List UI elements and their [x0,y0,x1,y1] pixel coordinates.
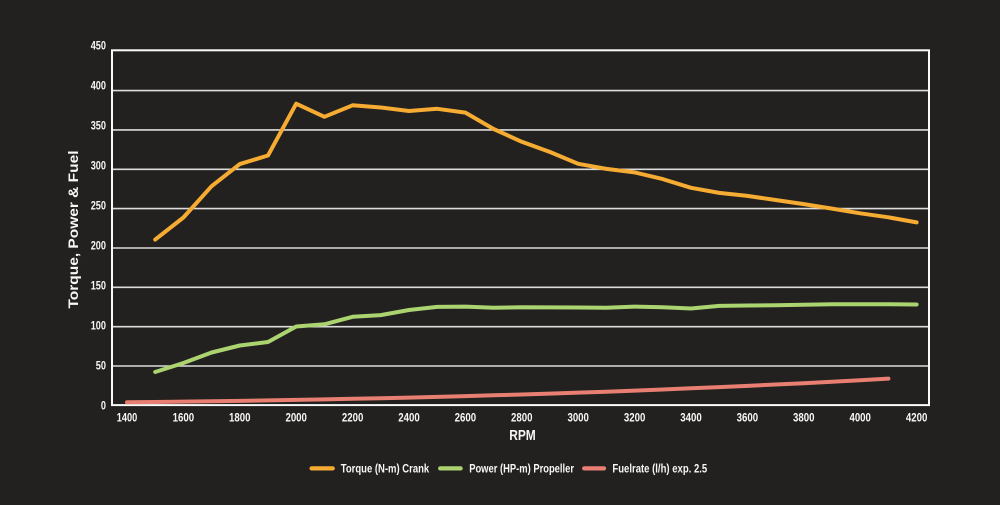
svg-text:50: 50 [96,358,106,372]
svg-text:400: 400 [91,78,107,92]
svg-text:2800: 2800 [511,411,533,425]
svg-text:4200: 4200 [906,411,928,425]
svg-text:Torque (N-m) Crank: Torque (N-m) Crank [341,462,430,476]
svg-text:1600: 1600 [173,411,195,425]
svg-text:2400: 2400 [398,411,420,425]
svg-text:3800: 3800 [793,411,815,425]
svg-text:3600: 3600 [737,411,759,425]
svg-text:0: 0 [101,398,106,412]
svg-text:Power (HP-m) Propeller: Power (HP-m) Propeller [469,462,574,476]
svg-text:1400: 1400 [117,411,138,425]
svg-text:2200: 2200 [342,411,364,425]
svg-text:350: 350 [91,118,107,132]
svg-text:200: 200 [91,238,107,252]
svg-text:3000: 3000 [567,411,589,425]
svg-text:Fuelrate (l/h) exp. 2.5: Fuelrate (l/h) exp. 2.5 [612,462,707,476]
svg-text:Torque, Power & Fuel: Torque, Power & Fuel [66,151,81,309]
svg-text:250: 250 [91,198,107,212]
svg-text:100: 100 [91,318,107,332]
svg-text:3200: 3200 [624,411,646,425]
svg-text:300: 300 [91,158,107,172]
svg-text:450: 450 [91,38,107,52]
svg-text:1800: 1800 [229,411,251,425]
svg-text:2600: 2600 [455,411,477,425]
svg-text:2000: 2000 [285,411,307,425]
svg-text:RPM: RPM [509,428,536,444]
svg-text:150: 150 [91,278,107,292]
svg-text:4000: 4000 [849,411,871,425]
svg-text:3400: 3400 [680,411,702,425]
